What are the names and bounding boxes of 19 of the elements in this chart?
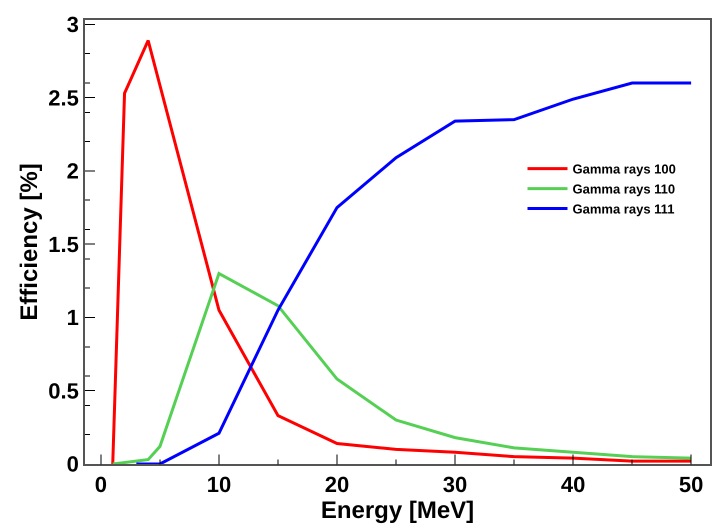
y-tick-label: 0 [66,452,79,477]
x-tick-label: 40 [560,472,586,498]
y-tick-label: 2 [66,158,79,184]
x-tick-label: 30 [442,472,468,498]
legend-label: Gamma rays 100 [572,162,676,177]
x-tick-label: 0 [94,472,108,498]
y-tick-label: 1.5 [48,232,79,257]
y-tick-label: 1 [66,305,79,330]
line-series [111,272,693,464]
y-tick-label: 3 [66,12,79,38]
y-axis-title: Efficiency [%] [16,163,43,321]
x-axis-title: Energy [MeV] [320,497,474,524]
y-tick-label: 0.5 [48,378,79,404]
x-tick-label: 10 [206,472,232,498]
x-tick-label: 20 [324,472,350,498]
y-tick-label: 2.5 [48,85,79,110]
legend-label: Gamma rays 110 [572,182,676,197]
legend-label: Gamma rays 111 [572,202,674,217]
x-tick-label: 50 [678,472,704,498]
